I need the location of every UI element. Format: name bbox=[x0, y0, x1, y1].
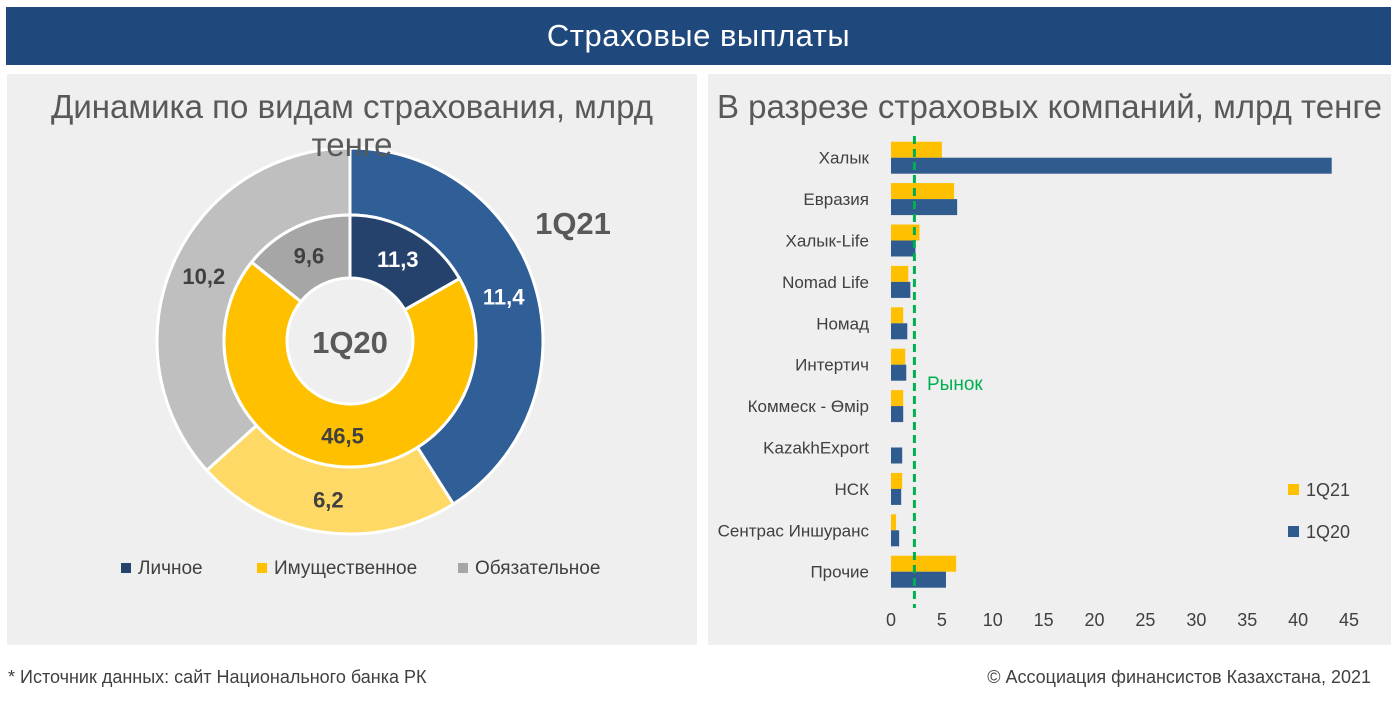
donut-chart-title: Динамика по видам страхования, млрд тенг… bbox=[51, 88, 653, 163]
bar-1Q20-4 bbox=[891, 323, 908, 340]
donut-legend-marker-1 bbox=[257, 563, 267, 573]
donut-label-1Q20-1: 46,5 bbox=[321, 424, 364, 449]
bar-1Q21-3 bbox=[891, 265, 909, 282]
x-tick-label-9: 45 bbox=[1339, 610, 1359, 630]
bar-category-label-2: Халык-Life bbox=[786, 232, 869, 251]
bar-panel: В разрезе страховых компаний, млрд тенге… bbox=[708, 74, 1391, 645]
copyright-note: © Ассоциация финансистов Казахстана, 202… bbox=[987, 667, 1371, 687]
bar-category-label-7: KazakhExport bbox=[763, 439, 869, 458]
bar-1Q20-0 bbox=[891, 157, 1332, 174]
banner-title: Страховые выплаты bbox=[6, 7, 1391, 65]
bar-1Q20-10 bbox=[891, 571, 946, 588]
bar-1Q21-6 bbox=[891, 390, 904, 407]
bar-1Q20-7 bbox=[891, 447, 903, 464]
bar-1Q21-9 bbox=[891, 514, 897, 531]
x-tick-label-0: 0 bbox=[886, 610, 896, 630]
bar-category-label-10: Прочие bbox=[810, 563, 869, 582]
donut-label-1Q21-2: 10,2 bbox=[182, 264, 225, 289]
bar-1Q20-5 bbox=[891, 364, 907, 381]
donut-panel: Динамика по видам страхования, млрд тенг… bbox=[7, 74, 697, 645]
bar-chart: Халык Евразия Халык-Life Nomad Life Номад Инт… bbox=[718, 136, 1359, 630]
bar-legend-marker-1 bbox=[1288, 526, 1299, 537]
bar-category-label-3: Nomad Life bbox=[782, 273, 869, 292]
donut-legend-label-2: Обязательное bbox=[475, 558, 600, 579]
bar-1Q20-8 bbox=[891, 488, 902, 505]
bar-category-label-6: Коммеск - Өмір bbox=[748, 397, 869, 416]
x-tick-label-6: 30 bbox=[1186, 610, 1206, 630]
bar-1Q20-6 bbox=[891, 406, 904, 423]
donut-label-1Q21-0: 11,4 bbox=[483, 284, 525, 309]
inner-ring-label: 1Q20 bbox=[312, 325, 388, 360]
bar-1Q21-10 bbox=[891, 555, 957, 572]
bar-1Q20-3 bbox=[891, 281, 911, 298]
x-tick-label-8: 40 bbox=[1288, 610, 1308, 630]
x-tick-label-2: 10 bbox=[983, 610, 1003, 630]
donut-label-1Q20-2: 9,6 bbox=[294, 243, 325, 268]
donut-legend-label-0: Личное bbox=[138, 558, 203, 579]
donut-chart: 11,4 6,2 10,2 11,3 46,5 9,6 1Q20 1Q21 Личное Имущ… bbox=[121, 146, 611, 579]
x-tick-label-4: 20 bbox=[1085, 610, 1105, 630]
donut-legend-marker-2 bbox=[458, 563, 468, 573]
bar-legend-label-1: 1Q20 bbox=[1306, 522, 1350, 542]
donut-legend-label-1: Имущественное bbox=[274, 558, 417, 579]
bar-legend-label-0: 1Q21 bbox=[1306, 480, 1350, 500]
bar-1Q21-4 bbox=[891, 307, 904, 324]
donut-label-1Q21-1: 6,2 bbox=[313, 488, 344, 513]
donut-label-1Q20-0: 11,3 bbox=[377, 247, 419, 272]
donut-slice-1Q20-2 bbox=[249, 213, 352, 304]
donut-slice-1Q20-1 bbox=[222, 260, 478, 469]
donut-legend-marker-0 bbox=[121, 563, 131, 573]
x-tick-label-3: 15 bbox=[1034, 610, 1054, 630]
bar-chart-title: В разрезе страховых компаний, млрд тенге bbox=[716, 88, 1383, 125]
bar-1Q21-0 bbox=[891, 141, 942, 158]
x-tick-label-7: 35 bbox=[1237, 610, 1257, 630]
bar-1Q21-8 bbox=[891, 472, 903, 489]
bar-category-label-0: Халык bbox=[819, 149, 870, 168]
bar-1Q20-1 bbox=[891, 199, 958, 216]
bar-category-label-1: Евразия bbox=[803, 190, 869, 209]
bar-1Q21-5 bbox=[891, 348, 906, 365]
bar-category-label-5: Интертич bbox=[795, 356, 869, 375]
bar-1Q20-2 bbox=[891, 240, 916, 257]
bar-1Q21-2 bbox=[891, 224, 920, 241]
market-reference-label: Рынок bbox=[927, 374, 983, 395]
bar-category-label-8: НСК bbox=[835, 480, 870, 499]
x-tick-label-1: 5 bbox=[937, 610, 947, 630]
x-tick-label-5: 25 bbox=[1135, 610, 1155, 630]
bar-1Q21-1 bbox=[891, 183, 955, 200]
outer-ring-label: 1Q21 bbox=[535, 206, 611, 241]
bar-legend-marker-0 bbox=[1288, 484, 1299, 495]
bar-category-label-4: Номад bbox=[816, 314, 869, 333]
bar-category-label-9: Сентрас Иншуранс bbox=[718, 521, 870, 540]
bar-1Q20-9 bbox=[891, 530, 900, 547]
source-note: * Источник данных: сайт Национального ба… bbox=[8, 667, 427, 687]
